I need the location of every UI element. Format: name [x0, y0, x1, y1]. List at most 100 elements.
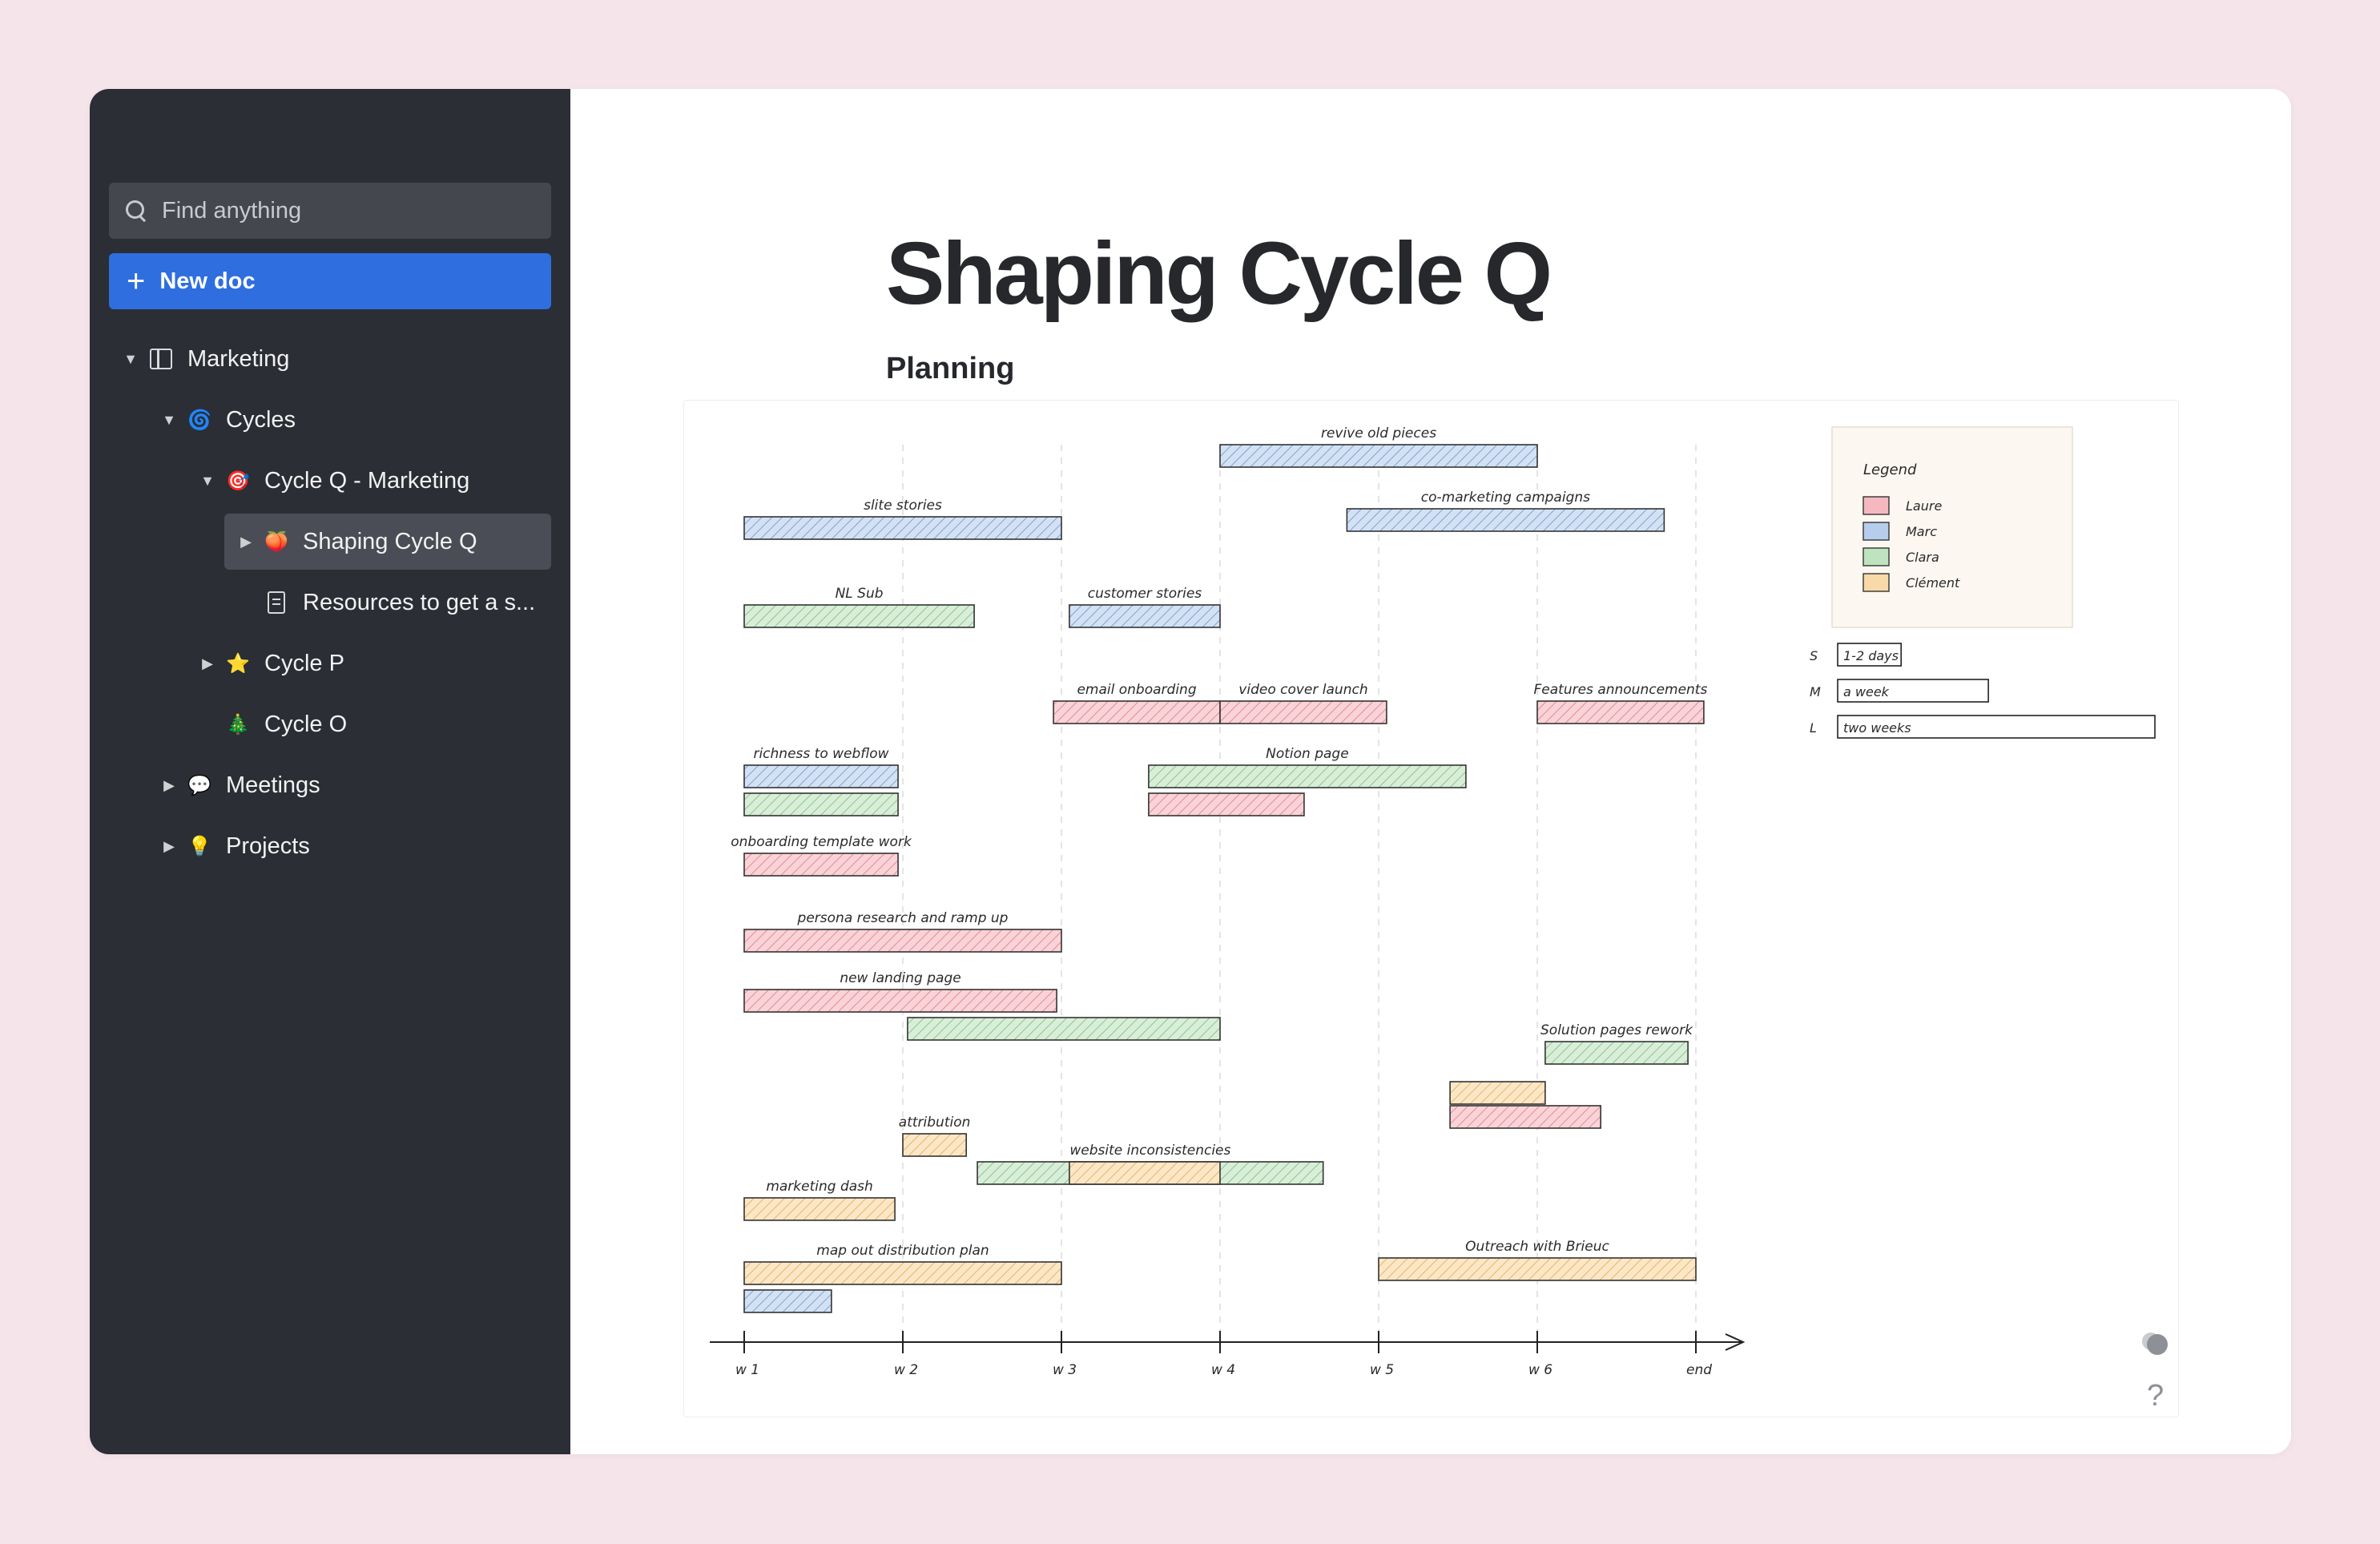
task-bar [1069, 604, 1221, 628]
tree-item-label: Marketing [187, 345, 290, 372]
task-bar-group: revive old pieces [1219, 425, 1538, 468]
task-bar-group: email onboarding [1053, 682, 1221, 724]
task-label: video cover launch [1238, 682, 1367, 698]
plus-icon: + [127, 264, 146, 299]
legend-entry-label: Marc [1906, 524, 1937, 539]
search-icon [125, 200, 147, 222]
task-bar [743, 604, 975, 628]
task-label: Outreach with Brieuc [1465, 1239, 1609, 1255]
tree-item-label: Meetings [226, 772, 320, 798]
help-icon[interactable]: ? [2147, 1379, 2165, 1413]
whiteboard-embed[interactable]: revive old pieces slite stories co-marketi… [683, 400, 2179, 1417]
tree-item-projects[interactable]: ▶ 💡 Projects [160, 818, 310, 874]
document-area: Shaping Cycle Q Planning [570, 89, 2291, 1454]
tree-item-cycle-q-marketing[interactable]: ▼ 🎯 Cycle Q - Marketing [199, 453, 469, 509]
legend-swatch [1863, 522, 1890, 541]
tree-item-cycle-p[interactable]: ▶ ⭐ Cycle P [199, 635, 344, 691]
collab-cursor-icon[interactable] [2147, 1334, 2168, 1355]
lightbulb-icon: 💡 [187, 835, 211, 857]
tree-item-meetings[interactable]: ▶ 💬 Meetings [160, 757, 320, 813]
x-tick-label: w 1 [735, 1362, 759, 1378]
x-axis-arrow [1725, 1333, 1746, 1351]
task-bar-group: Notion page [1148, 746, 1467, 788]
size-key-letter: M [1810, 684, 1821, 699]
x-tick-label: w 5 [1370, 1362, 1394, 1378]
task-label: marketing dash [766, 1179, 872, 1195]
task-label: onboarding template work [731, 834, 912, 850]
task-bar-group [1449, 1105, 1601, 1129]
legend-swatch [1863, 547, 1890, 566]
task-label: co-marketing campaigns [1421, 490, 1590, 506]
caret-down-icon[interactable]: ▼ [200, 472, 215, 489]
task-bar [1449, 1081, 1546, 1105]
tree-item-label: Projects [226, 832, 310, 859]
task-bar-group [1069, 1161, 1221, 1185]
task-bar [1378, 1257, 1697, 1281]
tree-item-label: Resources to get a s... [303, 589, 536, 615]
new-doc-label: New doc [159, 268, 256, 294]
tree-item-label: Cycle O [264, 711, 348, 737]
task-label: map out distribution plan [816, 1243, 989, 1259]
task-bar [743, 764, 899, 788]
x-tick-label: w 4 [1211, 1362, 1235, 1378]
legend-swatch [1863, 496, 1890, 515]
task-bar-group: marketing dash [743, 1179, 896, 1221]
legend-entry-label: Laure [1906, 498, 1942, 514]
task-label: website inconsistencies [1069, 1143, 1230, 1159]
document-icon [268, 591, 285, 614]
caret-right-icon[interactable]: ▶ [163, 837, 175, 854]
task-bar-group: NL Sub [743, 586, 975, 628]
tree-item-resources[interactable]: Resources to get a s... [255, 574, 535, 631]
tree-item-cycle-o[interactable]: 🎄 Cycle O [216, 696, 347, 752]
new-doc-button[interactable]: + New doc [109, 253, 551, 309]
task-bar-group [743, 792, 899, 816]
tree-item-label: Cycle P [264, 650, 344, 676]
task-bar [743, 1289, 832, 1313]
book-icon [150, 349, 172, 369]
task-label: NL Sub [836, 586, 884, 602]
caret-down-icon[interactable]: ▼ [123, 350, 138, 367]
task-bar-group [1148, 792, 1305, 816]
task-bar [743, 853, 899, 877]
task-label: customer stories [1088, 586, 1202, 602]
x-tick-label: w 6 [1528, 1362, 1552, 1378]
task-label: new landing page [840, 970, 960, 986]
page-title[interactable]: Shaping Cycle Q [886, 224, 1552, 323]
task-bar [1536, 700, 1705, 724]
tree-item-marketing[interactable]: ▼ Marketing [122, 331, 289, 387]
tree-item-shaping-cycle-q[interactable]: ▶ 🍑 Shaping Cycle Q [224, 514, 551, 570]
task-bar [743, 989, 1057, 1013]
task-bar-group: map out distribution plan [743, 1243, 1062, 1285]
speech-bubble-icon: 💬 [187, 774, 211, 796]
caret-right-icon[interactable]: ▶ [163, 776, 175, 793]
caret-right-icon[interactable]: ▶ [202, 655, 213, 671]
spiral-icon: 🌀 [187, 409, 211, 431]
size-key-bar [1837, 643, 1902, 667]
task-bar [902, 1133, 967, 1157]
task-bar [1148, 792, 1305, 816]
peach-icon: 🍑 [264, 530, 288, 553]
tree-item-cycles[interactable]: ▼ 🌀 Cycles [160, 392, 296, 448]
target-icon: 🎯 [226, 470, 250, 492]
x-tick-label: end [1686, 1362, 1712, 1378]
size-key-label: a week [1843, 684, 1890, 699]
sidebar: Find anything + New doc ▼ Marketing ▼ 🌀 … [90, 89, 570, 1454]
legend-entry-label: Clara [1906, 550, 1939, 565]
task-bar-group: richness to webflow [743, 746, 899, 788]
search-input[interactable]: Find anything [109, 183, 551, 239]
task-label: Notion page [1266, 746, 1349, 762]
task-bar [1053, 700, 1221, 724]
task-bar-group: Solution pages rework [1540, 1022, 1693, 1065]
task-bar [743, 792, 899, 816]
caret-down-icon[interactable]: ▼ [162, 411, 176, 428]
legend-swatch [1863, 573, 1890, 592]
section-heading[interactable]: Planning [886, 352, 1015, 385]
caret-right-icon[interactable]: ▶ [240, 533, 252, 550]
x-tick-label: w 3 [1053, 1362, 1077, 1378]
task-label: slite stories [864, 498, 942, 514]
planning-gantt-chart: revive old pieces slite stories co-marketi… [710, 425, 2156, 1378]
task-bar [1544, 1041, 1689, 1065]
app-window: Find anything + New doc ▼ Marketing ▼ 🌀 … [90, 89, 2291, 1454]
task-bar [743, 929, 1062, 953]
task-bar-group: attribution [899, 1115, 970, 1157]
